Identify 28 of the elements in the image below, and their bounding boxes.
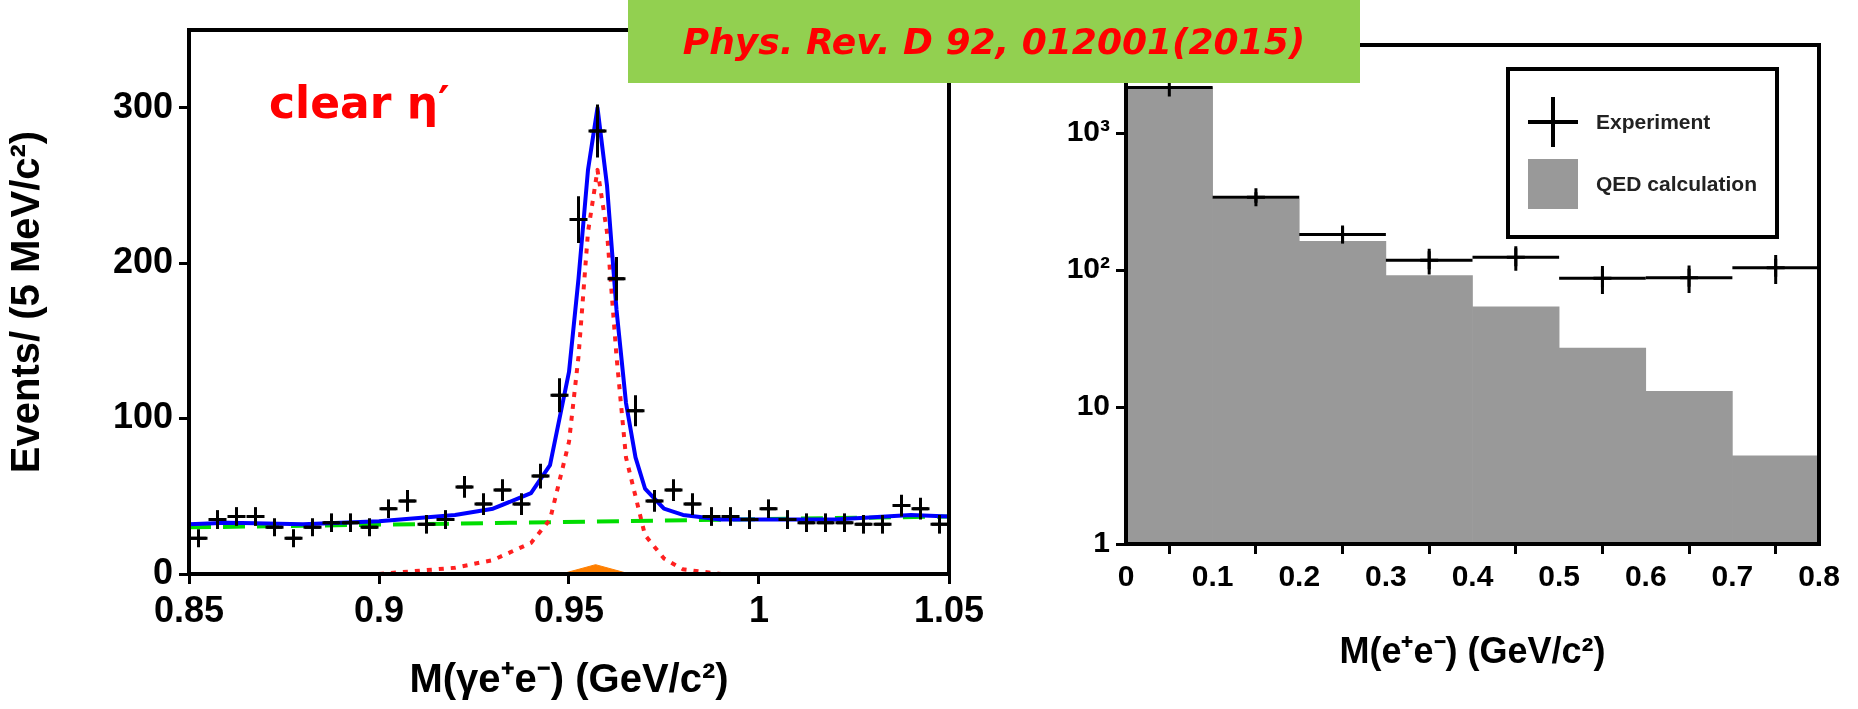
x-tick-label: 0.4 bbox=[1451, 559, 1494, 593]
y-tick-label: 10² bbox=[1066, 251, 1111, 285]
y-axis-title: Events/ (5 MeV/c²) bbox=[3, 130, 48, 474]
y-tick-label: 1 bbox=[1093, 525, 1110, 559]
y-tick-label: 300 bbox=[112, 84, 173, 126]
x-tick-label: 0.8 bbox=[1798, 559, 1840, 593]
y-tick-label: 100 bbox=[112, 395, 173, 437]
y-tick-label: 10³ bbox=[1066, 114, 1111, 148]
x-tick-label: 0.85 bbox=[153, 588, 225, 630]
legend-label: Experiment bbox=[1595, 110, 1711, 134]
legend-label: QED calculation bbox=[1595, 172, 1757, 196]
x-tick-label: 0.1 bbox=[1191, 559, 1234, 593]
x-tick-label: 0.95 bbox=[533, 588, 605, 630]
x-tick-label: 0.7 bbox=[1711, 559, 1754, 593]
y-tick-label: 10 bbox=[1076, 388, 1110, 422]
y-tick-label: 200 bbox=[112, 240, 173, 282]
x-axis-title: M(γe⁺e⁻) (GeV/c²) bbox=[409, 656, 729, 701]
x-tick-label: 1 bbox=[748, 588, 770, 630]
x-axis-title: M(e⁺e⁻) (GeV/c²) bbox=[1339, 630, 1606, 672]
x-tick-label: 0.9 bbox=[353, 588, 405, 630]
x-tick-label: 0.2 bbox=[1278, 559, 1321, 593]
x-tick-label: 0.5 bbox=[1538, 559, 1580, 593]
x-tick-label: 0.6 bbox=[1624, 559, 1667, 593]
annotation: Phys. Rev. D 92, 012001(2015) bbox=[628, 0, 1360, 83]
x-tick-label: 1.05 bbox=[913, 588, 985, 630]
x-tick-label: 0.3 bbox=[1365, 559, 1407, 593]
annotation: clear η′ bbox=[269, 77, 450, 129]
x-tick-label: 0 bbox=[1117, 559, 1135, 593]
